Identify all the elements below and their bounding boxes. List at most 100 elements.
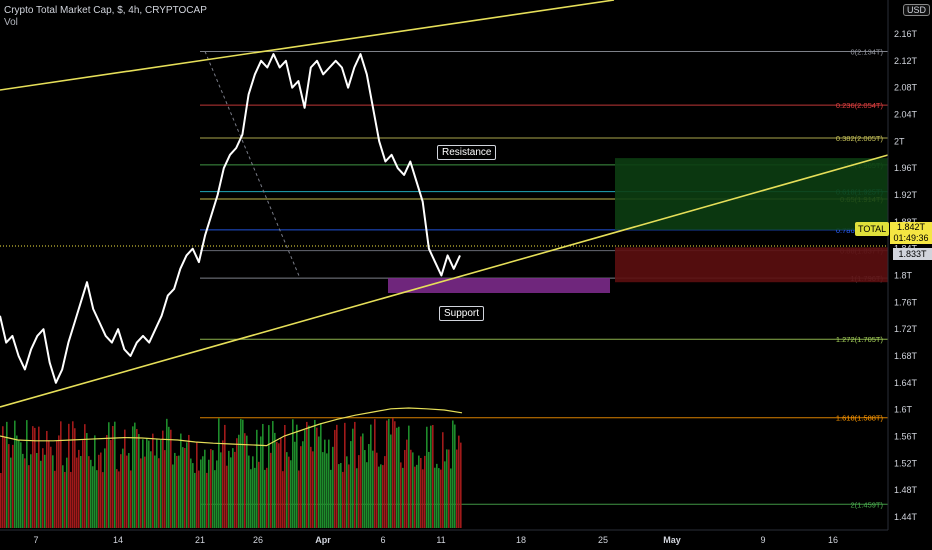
volume-bar <box>440 469 442 528</box>
volume-bar <box>354 421 356 528</box>
price-tick-label: 1.44T <box>894 512 918 522</box>
volume-bar <box>28 465 30 528</box>
volume-bar <box>164 450 166 528</box>
volume-bar <box>152 433 154 528</box>
volume-bar <box>8 444 10 528</box>
volume-bar <box>308 425 310 528</box>
volume-bar <box>172 464 174 528</box>
volume-bar <box>368 444 370 528</box>
price-tick-label: 2.04T <box>894 110 918 120</box>
volume-bar <box>214 470 216 528</box>
volume-bar <box>342 471 344 528</box>
volume-bar <box>246 435 248 528</box>
volume-bar <box>42 448 44 528</box>
volume-bar <box>448 449 450 528</box>
volume-bar <box>282 471 284 528</box>
volume-bar <box>130 470 132 528</box>
volume-bar <box>378 466 380 528</box>
price-tick-label: 1.88T <box>894 217 918 227</box>
volume-bar <box>314 419 316 528</box>
volume-bar <box>44 454 46 528</box>
volume-bar <box>236 438 238 528</box>
volume-bar <box>196 442 198 528</box>
volume-bar <box>432 425 434 528</box>
channel-upper-line <box>0 0 615 91</box>
volume-bar <box>414 466 416 528</box>
volume-bar <box>100 452 102 528</box>
volume-bar <box>138 434 140 528</box>
volume-bar <box>70 471 72 528</box>
trend-channel <box>0 0 889 408</box>
volume-bar <box>250 469 252 528</box>
alt-price-tag: 1.833T <box>893 248 932 260</box>
volume-bar <box>88 456 90 528</box>
volume-bar <box>66 457 68 528</box>
volume-bar <box>174 452 176 528</box>
volume-bar <box>90 459 92 528</box>
volume-bar <box>262 423 264 528</box>
volume-bar <box>274 432 276 528</box>
volume-bar <box>460 442 462 528</box>
support-label: Support <box>439 306 485 321</box>
time-tick-label: 16 <box>828 535 838 545</box>
volume-bar <box>344 422 346 528</box>
volume-bar <box>324 439 326 528</box>
volume-bar <box>16 435 18 528</box>
volume-bar <box>110 440 112 528</box>
volume-bar <box>122 448 124 528</box>
volume-bar <box>408 425 410 528</box>
volume-bar <box>252 456 254 528</box>
volume-bar <box>424 455 426 528</box>
volume-bar <box>140 458 142 528</box>
volume-bar <box>202 456 204 528</box>
volume-indicator-label[interactable]: Vol <box>4 17 18 28</box>
price-tick-label: 1.96T <box>894 163 918 173</box>
volume-bar <box>220 452 222 528</box>
volume-bar <box>2 426 4 528</box>
volume-bar <box>118 471 120 528</box>
volume-bars <box>0 407 463 528</box>
volume-bar <box>256 429 258 528</box>
time-tick-label: May <box>663 535 681 545</box>
volume-bar <box>260 436 262 528</box>
price-tick-label: 2T <box>894 136 905 146</box>
price-line <box>0 53 461 384</box>
volume-bar <box>190 458 192 528</box>
volume-bar <box>288 456 290 528</box>
volume-bar <box>134 422 136 528</box>
volume-bar <box>32 426 34 528</box>
volume-bar <box>398 426 400 528</box>
volume-bar <box>144 456 146 528</box>
volume-bar <box>234 451 236 528</box>
volume-bar <box>412 452 414 528</box>
time-axis[interactable]: 7 14 21 26 Apr 6 11 18 25 May 9 16 <box>0 529 888 545</box>
volume-bar <box>458 435 460 528</box>
volume-bar <box>226 465 228 528</box>
volume-bar <box>232 448 234 528</box>
volume-bar <box>238 434 240 528</box>
volume-bar <box>272 421 274 528</box>
volume-bar <box>26 420 28 528</box>
volume-bar <box>266 467 268 528</box>
volume-bar <box>384 456 386 528</box>
volume-bar <box>176 455 178 528</box>
volume-bar <box>84 424 86 528</box>
volume-bar <box>154 455 156 528</box>
volume-bar <box>330 469 332 528</box>
volume-bar <box>332 446 334 528</box>
volume-bar <box>94 435 96 528</box>
volume-bar <box>18 440 20 528</box>
volume-bar <box>182 447 184 528</box>
volume-bar <box>124 429 126 528</box>
time-tick-label: 6 <box>380 535 385 545</box>
price-axis[interactable]: 2.16T 2.12T 2.08T 2.04T 2T 1.96T 1.92T 1.88T 1.8… <box>887 0 918 530</box>
volume-bar <box>240 418 242 528</box>
volume-bar <box>30 454 32 528</box>
currency-button[interactable]: USD <box>903 4 931 16</box>
volume-bar <box>290 460 292 528</box>
volume-bar <box>210 449 212 528</box>
volume-bar <box>286 452 288 528</box>
volume-bar <box>162 430 164 528</box>
volume-bar <box>148 440 150 528</box>
